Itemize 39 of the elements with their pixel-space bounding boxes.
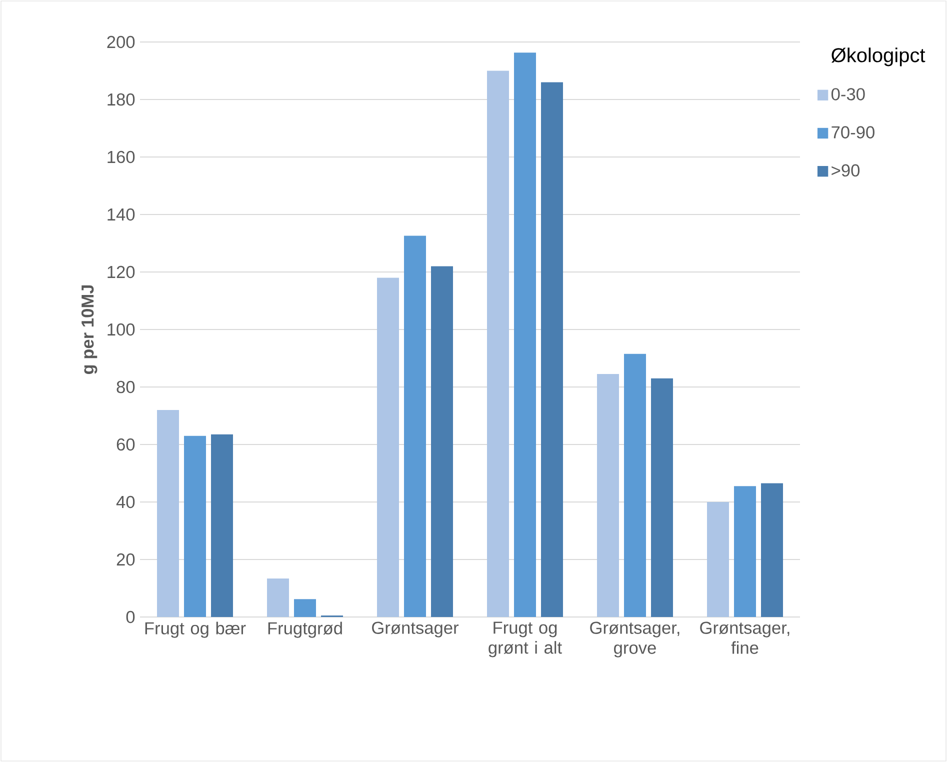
y-axis-title: g per 10MJ	[81, 285, 98, 374]
legend-title: Økologipct	[831, 48, 926, 66]
x-tick-label: Grøntsager	[372, 622, 459, 638]
bar	[541, 82, 563, 617]
y-tick-label: 40	[116, 496, 135, 508]
legend-label: >90	[832, 164, 860, 177]
bar	[651, 378, 673, 617]
x-tick-label: Frugt og grønt i alt	[488, 622, 562, 658]
y-tick-label: 20	[116, 553, 135, 566]
y-tick-label: 140	[108, 208, 135, 221]
bar	[294, 599, 316, 617]
y-tick-label: 160	[108, 150, 135, 164]
y-tick-label: 180	[108, 93, 135, 106]
bar	[157, 410, 180, 617]
bar	[597, 374, 619, 617]
bar	[211, 434, 233, 617]
bar	[184, 436, 206, 617]
bar	[404, 236, 426, 617]
legend-label: 70-90	[832, 126, 874, 138]
bar	[431, 266, 454, 617]
bar	[734, 486, 756, 617]
legend-label: 0-30	[831, 88, 865, 100]
x-tick-label: Grøntsager, fine	[700, 622, 790, 654]
bar	[267, 578, 289, 617]
bar	[707, 502, 729, 617]
bar	[761, 483, 784, 617]
y-tick-label: 60	[116, 438, 135, 451]
bar	[487, 70, 510, 617]
x-tick-label: Grøntsager, grove	[590, 622, 680, 658]
bar	[514, 52, 536, 617]
y-tick-label: 200	[107, 36, 135, 48]
y-tick-label: 120	[108, 266, 135, 278]
y-tick-label: 100	[108, 323, 135, 336]
bar	[377, 278, 399, 617]
y-tick-label: 80	[116, 380, 135, 394]
x-tick-label: Frugt og bær	[145, 622, 246, 638]
bar	[624, 354, 646, 617]
y-tick-label: 0	[126, 610, 135, 624]
x-tick-label: Frugtgrød	[268, 622, 342, 638]
